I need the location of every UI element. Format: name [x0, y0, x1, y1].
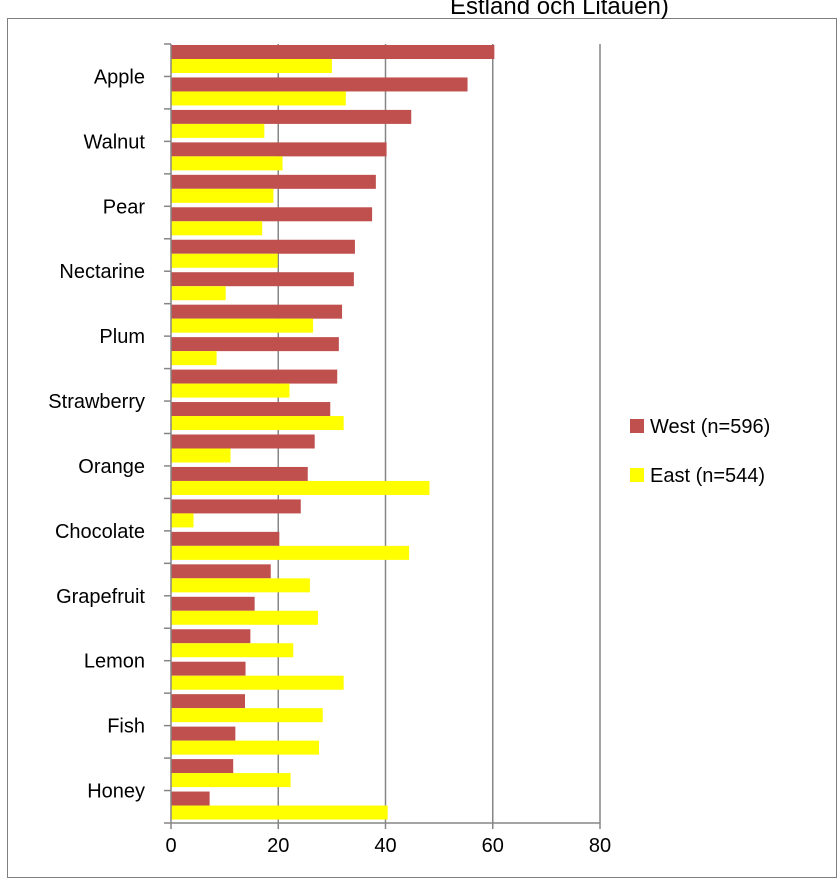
x-tick-label-3: 60 [482, 835, 504, 857]
bar-west-8 [171, 304, 343, 319]
bar-east-8 [171, 318, 314, 333]
bar-west-21 [171, 726, 236, 741]
bar-west-16 [171, 564, 271, 579]
x-tick-label-2: 40 [374, 835, 396, 857]
bar-east-5 [171, 221, 263, 236]
bar-west-1 [171, 77, 468, 92]
bar-west-5 [171, 207, 373, 222]
bar-west-0 [171, 45, 495, 59]
chart-title: Estland och Litauen) [450, 0, 669, 20]
y-tick-label-0: Apple [94, 66, 145, 88]
y-tick-label-8: Grapefruit [56, 586, 145, 608]
bar-east-16 [171, 578, 310, 593]
bar-east-1 [171, 91, 346, 106]
bar-west-11 [171, 402, 331, 417]
bar-west-6 [171, 239, 355, 254]
bar-west-2 [171, 109, 412, 124]
chart-frame [7, 18, 837, 878]
bar-east-2 [171, 123, 265, 138]
bar-west-10 [171, 369, 338, 384]
bar-west-19 [171, 661, 246, 676]
bar-west-20 [171, 694, 246, 709]
bar-east-4 [171, 188, 274, 203]
bar-east-22 [171, 773, 291, 788]
y-tick-label-7: Chocolate [55, 521, 145, 543]
bar-west-9 [171, 337, 339, 352]
y-tick-label-3: Nectarine [59, 261, 145, 283]
legend-label-east: East (n=544) [650, 465, 765, 487]
bar-east-15 [171, 545, 410, 560]
axes: 0 20 40 60 80 Apple Walnut Pear Nectarine Plum Str… [48, 43, 611, 857]
bar-east-11 [171, 416, 344, 431]
bar-east-3 [171, 156, 283, 171]
bar-east-18 [171, 643, 294, 658]
gridlines [277, 44, 601, 823]
legend-swatch-west [630, 419, 644, 433]
bar-west-13 [171, 466, 308, 481]
bar-west-3 [171, 142, 387, 157]
bar-east-17 [171, 610, 318, 625]
y-tick-label-4: Plum [99, 326, 145, 348]
legend: West (n=596) East (n=544) [630, 416, 770, 487]
bar-west-12 [171, 434, 315, 449]
bar-east-21 [171, 740, 320, 755]
x-tick-label-1: 20 [267, 835, 289, 857]
y-tick-label-2: Pear [103, 196, 146, 218]
bar-east-9 [171, 351, 217, 366]
bar-west-18 [171, 629, 251, 644]
bar-west-7 [171, 272, 354, 287]
legend-swatch-east [630, 468, 644, 482]
bar-west-23 [171, 791, 210, 806]
bar-east-10 [171, 383, 290, 398]
bar-east-0 [171, 59, 332, 73]
bar-west-14 [171, 499, 301, 514]
bar-east-6 [171, 253, 278, 268]
x-tick-label-0: 0 [165, 835, 176, 857]
bars [171, 45, 495, 820]
bar-west-15 [171, 531, 280, 546]
bar-east-19 [171, 675, 344, 690]
bar-east-14 [171, 513, 194, 528]
bar-east-12 [171, 448, 231, 463]
bar-west-22 [171, 759, 234, 774]
y-tick-label-1: Walnut [83, 131, 145, 153]
y-tick-label-6: Orange [78, 456, 145, 478]
y-tick-label-5: Strawberry [48, 391, 145, 413]
y-tick-label-10: Fish [107, 716, 145, 738]
x-tick-label-4: 80 [589, 835, 611, 857]
bar-west-4 [171, 174, 376, 189]
bar-east-7 [171, 286, 226, 301]
legend-label-west: West (n=596) [650, 416, 770, 438]
bar-east-23 [171, 805, 388, 820]
bar-west-17 [171, 596, 255, 611]
y-tick-label-9: Lemon [84, 651, 145, 673]
y-tick-label-11: Honey [87, 781, 145, 803]
bar-east-13 [171, 480, 430, 495]
bar-east-20 [171, 708, 323, 723]
